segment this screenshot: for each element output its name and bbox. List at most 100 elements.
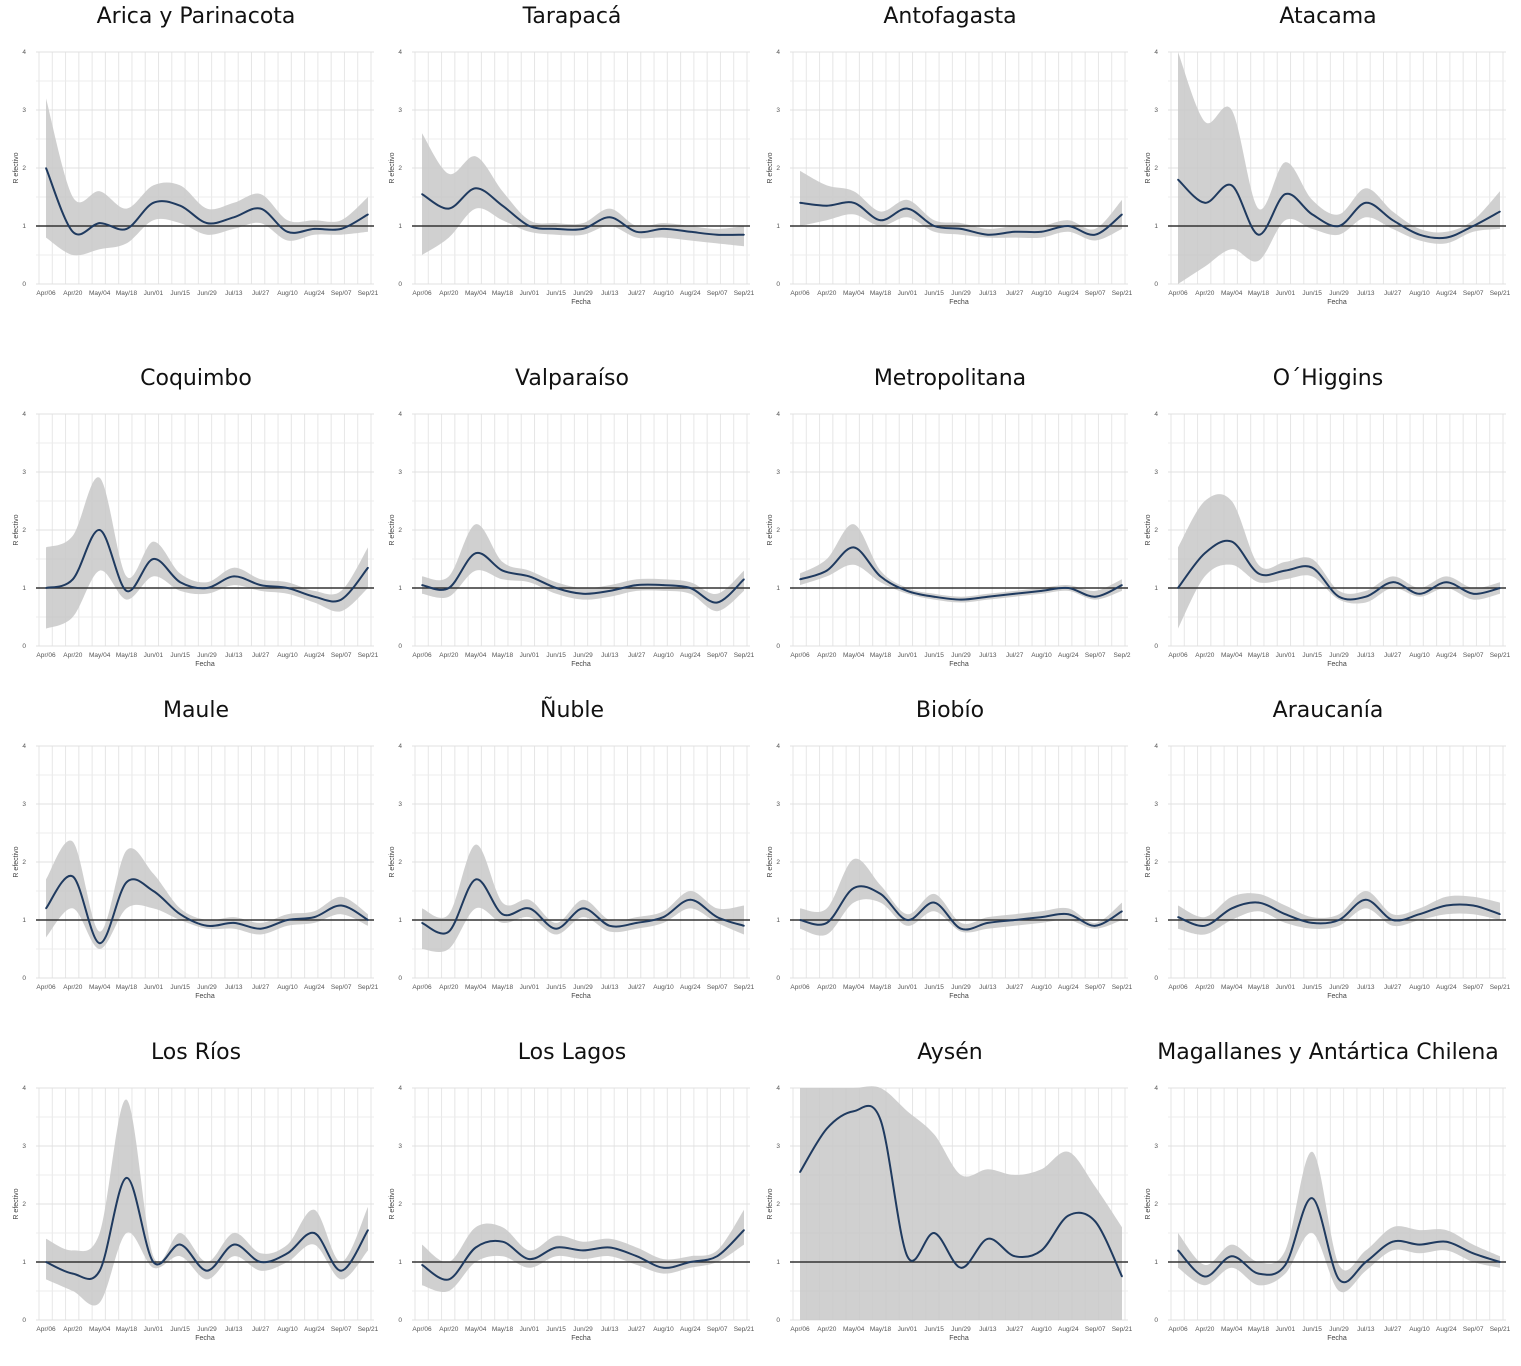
chart-title: O´Higgins xyxy=(1272,366,1384,391)
x-tick-label: Apr/06 xyxy=(1168,984,1188,991)
data-point xyxy=(152,202,155,204)
data-point xyxy=(259,207,262,210)
x-tick-label: Jun/29 xyxy=(573,984,593,991)
data-point xyxy=(72,1272,74,1275)
data-point xyxy=(582,1249,584,1252)
y-tick-label: 2 xyxy=(22,1201,26,1208)
x-tick-label: Sep/07 xyxy=(331,652,352,659)
data-point xyxy=(45,1261,47,1263)
data-point xyxy=(1257,572,1260,575)
data-point xyxy=(799,1171,801,1173)
grid-lines xyxy=(790,413,1128,647)
x-tick-label: Sep/21 xyxy=(734,1326,755,1333)
x-tick-label: May/04 xyxy=(465,984,487,991)
x-tick-label: May/04 xyxy=(1221,290,1243,297)
x-tick-label: Aug/10 xyxy=(653,1326,674,1333)
data-point xyxy=(1013,593,1016,595)
confidence-band xyxy=(1178,1151,1500,1293)
y-tick-label: 1 xyxy=(398,1259,402,1266)
chart-panel: Ñuble 0 1 2 3 4 Apr/06 Apr/20 May/04 May/18 Jun/01… xyxy=(386,694,758,1024)
x-tick-label: Apr/06 xyxy=(36,1326,56,1333)
data-point xyxy=(45,167,47,169)
x-tick-label: Aug/10 xyxy=(1031,652,1052,659)
x-tick-label: May/18 xyxy=(116,290,138,297)
data-point xyxy=(98,1269,101,1272)
y-tick-label: 1 xyxy=(776,1259,780,1266)
chart-panel: Atacama 0 1 2 3 4 Apr/06 Apr/20 May/04 May/18 Jun/… xyxy=(1142,0,1514,330)
x-tick-label: Sep/21 xyxy=(734,984,755,991)
data-point xyxy=(1472,904,1474,907)
data-point xyxy=(286,919,289,921)
x-tick-label: Jun/15 xyxy=(170,984,190,991)
data-point xyxy=(474,187,477,190)
grid-lines xyxy=(790,745,1128,979)
x-tick-label: Jun/29 xyxy=(573,290,593,297)
data-point xyxy=(1391,219,1394,221)
chart-svg: 0 1 2 3 4 Apr/06 Apr/20 May/04 May/18 Jun/01 Jun/1… xyxy=(1145,49,1511,306)
data-point xyxy=(125,881,128,884)
data-point xyxy=(1094,595,1096,598)
x-tick-label: Jul/13 xyxy=(979,652,997,659)
data-point xyxy=(662,228,665,230)
x-tick-label: Jun/01 xyxy=(898,290,918,297)
y-tick-label: 2 xyxy=(1154,527,1158,534)
confidence-band xyxy=(800,1086,1122,1320)
data-point xyxy=(1445,236,1448,239)
y-tick-label: 0 xyxy=(398,643,402,650)
y-tick-label: 2 xyxy=(1154,859,1158,866)
x-axis-label: Fecha xyxy=(1327,661,1347,668)
grid-lines xyxy=(412,413,750,647)
confidence-band xyxy=(800,858,1122,936)
y-tick-label: 0 xyxy=(22,281,26,288)
chart-svg: 0 1 2 3 4 Apr/06 Apr/20 May/04 May/18 Jun/01 Jun/1… xyxy=(767,743,1133,1000)
chart-title: Atacama xyxy=(1279,4,1377,29)
x-tick-label: Jun/15 xyxy=(924,984,944,991)
chart-title: Metropolitana xyxy=(873,366,1027,391)
x-tick-label: Jun/01 xyxy=(144,1326,164,1333)
data-point xyxy=(125,228,128,230)
y-tick-label: 2 xyxy=(398,527,402,534)
y-tick-label: 4 xyxy=(22,49,26,56)
x-tick-label: Apr/20 xyxy=(63,984,83,991)
data-point xyxy=(1040,231,1043,233)
x-tick-label: Aug/10 xyxy=(1031,984,1052,991)
x-tick-label: Apr/06 xyxy=(412,652,432,659)
x-axis-label: Fecha xyxy=(571,1335,591,1342)
x-axis-label: Fecha xyxy=(1327,1335,1347,1342)
data-point xyxy=(689,231,692,233)
x-tick-label: Apr/06 xyxy=(1168,290,1188,297)
y-tick-label: 3 xyxy=(1154,469,1158,476)
data-point xyxy=(1230,1255,1233,1257)
y-tick-label: 0 xyxy=(398,1317,402,1324)
data-point xyxy=(206,222,208,224)
x-tick-label: Apr/06 xyxy=(790,290,810,297)
x-tick-label: Jun/15 xyxy=(546,1326,566,1333)
data-point xyxy=(1040,916,1043,918)
x-tick-label: Jul/27 xyxy=(1006,290,1024,297)
data-point xyxy=(555,587,557,589)
data-point xyxy=(448,930,450,933)
y-tick-label: 2 xyxy=(776,1201,780,1208)
x-tick-label: May/18 xyxy=(870,984,892,991)
data-point xyxy=(933,595,935,598)
x-tick-label: Jul/27 xyxy=(252,652,270,659)
data-point xyxy=(474,878,477,881)
chart-panel: Magallanes y Antártica Chilena 0 1 2 3 4 Apr/0… xyxy=(1142,1036,1514,1366)
x-tick-label: Aug/10 xyxy=(277,652,298,659)
x-tick-label: Jun/15 xyxy=(546,290,566,297)
data-point xyxy=(528,225,531,227)
x-tick-label: Apr/20 xyxy=(817,290,837,297)
x-tick-label: Jun/01 xyxy=(520,652,540,659)
x-tick-label: May/04 xyxy=(89,290,111,297)
data-point xyxy=(206,925,208,927)
x-tick-label: Sep/21 xyxy=(358,290,379,297)
x-tick-label: Jun/29 xyxy=(197,984,217,991)
x-tick-label: Aug/24 xyxy=(304,1326,325,1333)
data-point xyxy=(1418,233,1421,236)
data-point xyxy=(582,907,584,910)
y-tick-label: 4 xyxy=(22,743,26,750)
data-point xyxy=(716,601,718,604)
chart-svg: 0 1 2 3 4 Apr/06 Apr/20 May/04 May/18 Jun/01 Jun/1… xyxy=(13,1085,379,1342)
x-axis-label: Fecha xyxy=(195,993,215,1000)
x-tick-label: Jun/01 xyxy=(898,1326,918,1333)
